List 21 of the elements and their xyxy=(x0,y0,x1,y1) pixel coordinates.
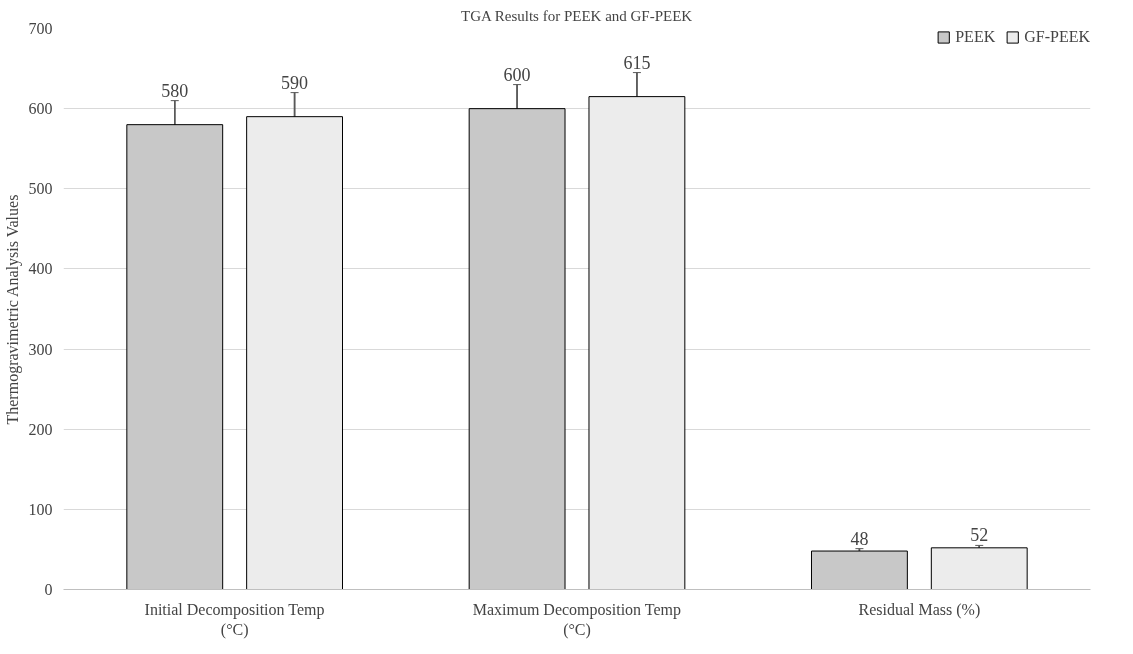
y-tick-label: 300 xyxy=(28,340,53,358)
x-tick-label: Maximum Decomposition Temp (°C) xyxy=(472,600,682,639)
data-label: 48 xyxy=(850,528,869,549)
y-tick-label: 100 xyxy=(28,500,53,518)
legend-label: GF-PEEK xyxy=(1024,28,1090,46)
y-tick-label: 500 xyxy=(28,180,53,198)
y-tick-label: 200 xyxy=(28,420,53,438)
y-tick-label: 0 xyxy=(44,581,53,598)
legend-label: PEEK xyxy=(955,28,996,46)
data-label: 600 xyxy=(503,64,531,85)
y-tick-label: 600 xyxy=(28,100,53,118)
x-tick-label: Residual Mass (%) xyxy=(858,600,981,619)
y-axis-title: Thermogravimetric Analysis Values xyxy=(3,194,22,425)
data-label: 52 xyxy=(970,525,989,546)
chart-title: TGA Results for PEEK and GF-PEEK xyxy=(460,7,693,24)
data-label: 615 xyxy=(623,52,651,73)
data-label: 590 xyxy=(281,72,309,93)
data-label: 580 xyxy=(161,80,189,101)
y-tick-label: 700 xyxy=(28,20,53,37)
x-tick-label: Initial Decomposition Temp (°C) xyxy=(144,600,325,639)
y-tick-label: 400 xyxy=(28,260,53,278)
